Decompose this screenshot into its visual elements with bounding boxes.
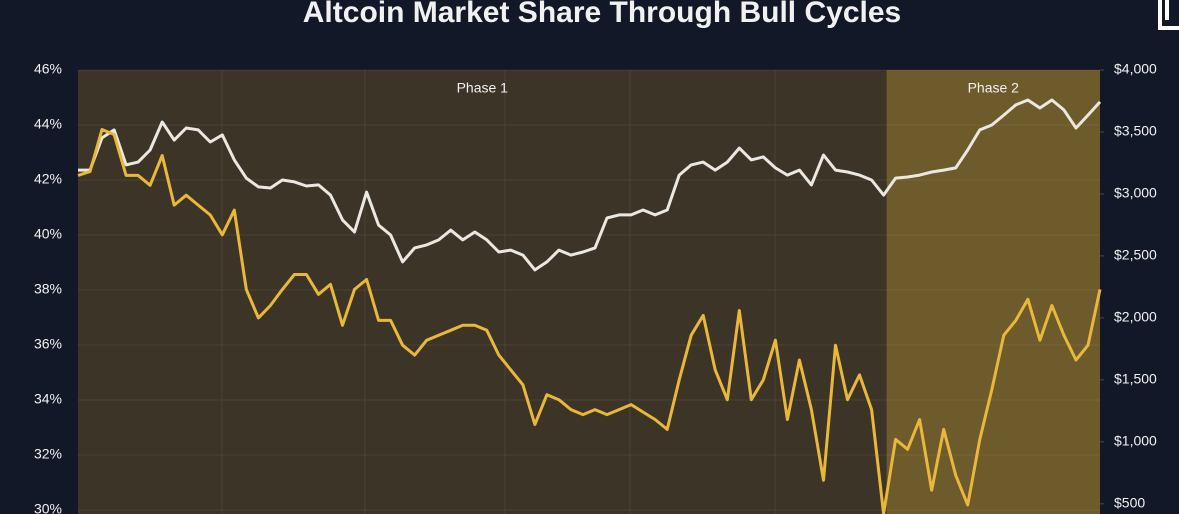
- phase-label: Phase 2: [968, 80, 1020, 96]
- y2-tick-label: $3,500: [1114, 123, 1157, 139]
- logo-bar: [1158, 0, 1162, 26]
- y-tick-label: 38%: [34, 281, 62, 297]
- chart-title: Altcoin Market Share Through Bull Cycles: [303, 0, 901, 29]
- y2-tick-label: $4,000: [1114, 61, 1157, 77]
- y-tick-label: 46%: [34, 61, 62, 77]
- marks: Phase 1 Phase 2 30% 32% 34% 36% 38% 40% 42% 44% 46…: [34, 61, 1157, 514]
- y-tick-label: 40%: [34, 226, 62, 242]
- vertical-gridlines: [221, 70, 776, 514]
- y-tick-label: 32%: [34, 446, 62, 462]
- y-tick-label: 34%: [34, 391, 62, 407]
- y2-tick-label: $3,000: [1114, 185, 1157, 201]
- line-series: [77, 128, 1102, 514]
- y-tick-label: 44%: [34, 116, 62, 132]
- plot-area: [78, 69, 1100, 514]
- y2-tick-label: $2,000: [1114, 309, 1157, 325]
- y-tick-label: 30%: [34, 501, 62, 514]
- y-tick-label: 42%: [34, 171, 62, 187]
- phase-label: Phase 1: [457, 80, 509, 96]
- logo: [1158, 0, 1179, 30]
- line-series: [78, 98, 1102, 272]
- phase-band: [78, 70, 887, 514]
- phase-band: [886, 70, 1100, 514]
- y2-tick-label: $500: [1114, 495, 1145, 511]
- y-tick-label: 36%: [34, 336, 62, 352]
- y2-tick-label: $2,500: [1114, 247, 1157, 263]
- y2-tick-label: $1,500: [1114, 371, 1157, 387]
- logo-bar: [1165, 0, 1169, 20]
- y2-tick-label: $1,000: [1114, 433, 1157, 449]
- logo-bar: [1158, 26, 1179, 30]
